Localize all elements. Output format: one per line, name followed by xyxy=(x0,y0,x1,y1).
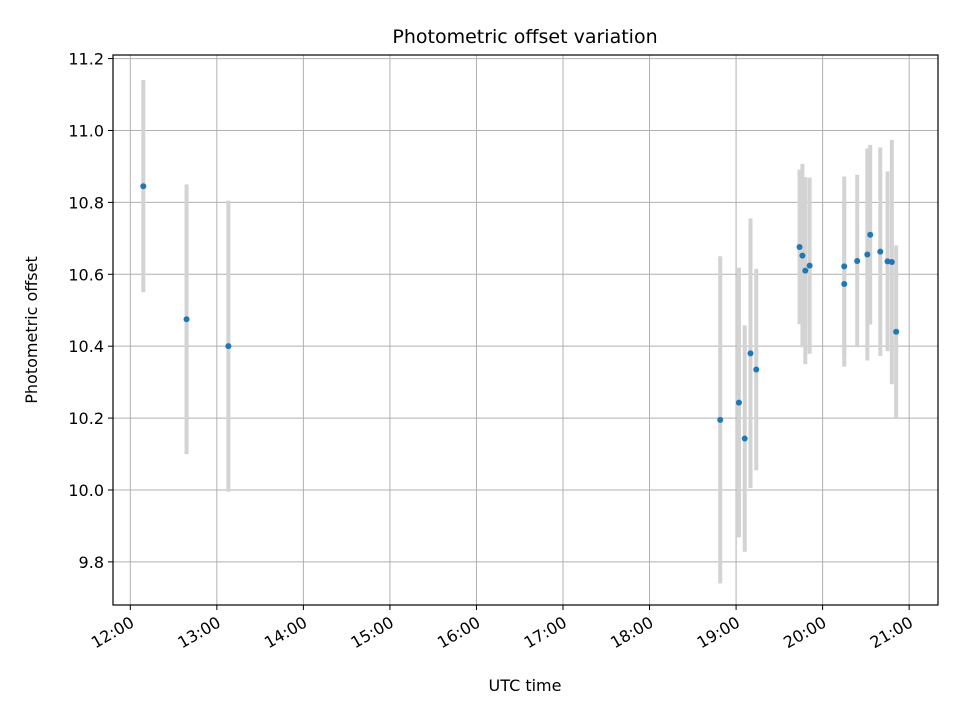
y-tick-label: 10.6 xyxy=(68,265,104,284)
y-axis-ticks: 9.8 10.0 10.2 10.4 10.6 10.8 11.0 11.2 xyxy=(68,50,113,572)
y-tick-label: 9.8 xyxy=(79,553,104,572)
data-point xyxy=(799,252,806,259)
data-points xyxy=(140,183,900,442)
data-point xyxy=(225,343,232,350)
y-tick-label: 11.2 xyxy=(68,50,104,69)
data-point xyxy=(183,316,190,323)
data-point xyxy=(753,366,760,373)
data-point xyxy=(717,416,724,423)
data-point xyxy=(877,248,884,255)
y-axis-label: Photometric offset xyxy=(22,256,41,404)
data-point xyxy=(867,231,874,238)
data-point xyxy=(841,263,848,270)
data-point xyxy=(854,257,861,264)
y-tick-label: 10.8 xyxy=(68,193,104,212)
data-point xyxy=(802,267,809,274)
y-tick-label: 10.0 xyxy=(68,481,104,500)
y-tick-label: 10.2 xyxy=(68,409,104,428)
data-point xyxy=(888,259,895,266)
data-point xyxy=(735,399,742,406)
data-point xyxy=(864,251,871,258)
data-point xyxy=(841,280,848,287)
grid-lines xyxy=(113,55,938,605)
x-axis-label: UTC time xyxy=(489,676,562,695)
data-point xyxy=(140,183,147,190)
data-point xyxy=(747,350,754,357)
data-point xyxy=(796,243,803,250)
data-point xyxy=(806,262,813,269)
data-point xyxy=(741,435,748,442)
plot-frame xyxy=(112,54,939,606)
y-tick-label: 10.4 xyxy=(68,337,104,356)
y-tick-label: 11.0 xyxy=(68,121,104,140)
data-point xyxy=(893,328,900,335)
chart-title: Photometric offset variation xyxy=(392,26,657,48)
